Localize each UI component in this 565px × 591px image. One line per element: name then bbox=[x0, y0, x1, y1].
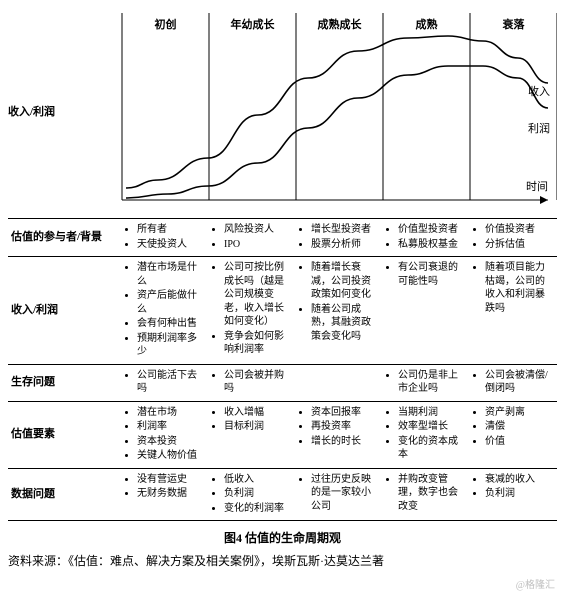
list-item: 当期利润 bbox=[398, 406, 467, 420]
list-item: 价值投资者 bbox=[485, 223, 554, 237]
list-item: 价值型投资者 bbox=[398, 223, 467, 237]
list-item: 公司会被清偿/倒闭吗 bbox=[485, 369, 554, 396]
list-item: 公司可按比例成长吗（越是公司规模变老，收入增长如何变化） bbox=[224, 261, 293, 329]
list-item: 没有营运史 bbox=[137, 473, 206, 487]
table-cell: 公司会被清偿/倒闭吗 bbox=[470, 364, 557, 401]
table-cell bbox=[296, 364, 383, 401]
table-cell: 公司仍是非上市企业吗 bbox=[383, 364, 470, 401]
row-header: 估值要素 bbox=[8, 401, 122, 468]
list-item: 效率型增长 bbox=[398, 420, 467, 434]
table-cell: 增长型投资者股票分析师 bbox=[296, 219, 383, 257]
list-item: 资本回报率 bbox=[311, 406, 380, 420]
list-item: 清偿 bbox=[485, 420, 554, 434]
table-cell: 收入增幅目标利润 bbox=[209, 401, 296, 468]
list-item: 随着增长衰减，公司投资政策如何变化 bbox=[311, 261, 380, 302]
figure-source: 资料来源：《估值：难点、解决方案及相关案例》，埃斯瓦斯·达莫达兰著 bbox=[8, 552, 557, 569]
table-cell: 随着增长衰减，公司投资政策如何变化随着公司成熟，其融资政策会变化吗 bbox=[296, 257, 383, 365]
list-item: 关键人物价值 bbox=[137, 449, 206, 463]
list-item: 风险投资人 bbox=[224, 223, 293, 237]
list-item: 增长型投资者 bbox=[311, 223, 380, 237]
list-item: 并购改变管理，数字也会改变 bbox=[398, 473, 467, 514]
list-item: 衰减的收入 bbox=[485, 473, 554, 487]
list-item: 过往历史反映的是一家较小公司 bbox=[311, 473, 380, 514]
table-cell: 公司能活下去吗 bbox=[122, 364, 209, 401]
stage-header: 衰落 bbox=[470, 16, 557, 32]
list-item: 潜在市场是什么 bbox=[137, 261, 206, 288]
list-item: 负利润 bbox=[485, 487, 554, 501]
x-axis-label: 时间 bbox=[526, 178, 548, 194]
stage-header: 年幼成长 bbox=[209, 16, 296, 32]
row-header: 收入/利润 bbox=[8, 257, 122, 365]
list-item: 再投资率 bbox=[311, 420, 380, 434]
watermark: @格隆汇 bbox=[516, 576, 555, 591]
list-item: 潜在市场 bbox=[137, 406, 206, 420]
table-cell: 公司可按比例成长吗（越是公司规模变老，收入增长如何变化）竞争会如何影响利润率 bbox=[209, 257, 296, 365]
list-item: 竞争会如何影响利润率 bbox=[224, 330, 293, 357]
curve-label-profit: 利润 bbox=[528, 120, 550, 136]
list-item: 随着公司成熟，其融资政策会变化吗 bbox=[311, 303, 380, 344]
table-cell: 价值投资者分拆估值 bbox=[470, 219, 557, 257]
lifecycle-chart: 收入/利润 初创年幼成长成熟成长成熟衰落 收入 利润 时间 bbox=[8, 8, 557, 218]
list-item: 利润率 bbox=[137, 420, 206, 434]
figure-caption: 图4 估值的生命周期观 bbox=[8, 529, 557, 546]
list-item: 收入增幅 bbox=[224, 406, 293, 420]
table-cell: 随着项目能力枯竭，公司的收入和利润暴跌吗 bbox=[470, 257, 557, 365]
list-item: 所有者 bbox=[137, 223, 206, 237]
stage-header: 初创 bbox=[122, 16, 209, 32]
table-row: 生存问题公司能活下去吗公司会被并购吗 公司仍是非上市企业吗公司会被清偿/倒闭吗 bbox=[8, 364, 557, 401]
list-item: 公司能活下去吗 bbox=[137, 369, 206, 396]
list-item: 资本投资 bbox=[137, 435, 206, 449]
list-item: 价值 bbox=[485, 435, 554, 449]
list-item: 分拆估值 bbox=[485, 238, 554, 252]
list-item: 私募股权基金 bbox=[398, 238, 467, 252]
list-item: 增长的时长 bbox=[311, 435, 380, 449]
list-item: 公司会被并购吗 bbox=[224, 369, 293, 396]
list-item: 资产后能做什么 bbox=[137, 289, 206, 316]
table-cell: 有公司衰退的可能性吗 bbox=[383, 257, 470, 365]
list-item: IPO bbox=[224, 238, 293, 252]
list-item: 公司仍是非上市企业吗 bbox=[398, 369, 467, 396]
table-cell: 潜在市场利润率资本投资关键人物价值 bbox=[122, 401, 209, 468]
figure-wrap: 收入/利润 初创年幼成长成熟成长成熟衰落 收入 利润 时间 估值的参与者/背景所… bbox=[8, 8, 557, 569]
list-item: 目标利润 bbox=[224, 420, 293, 434]
table-row: 收入/利润潜在市场是什么资产后能做什么会有何种出售预期利润率多少公司可按比例成长… bbox=[8, 257, 557, 365]
list-item: 随着项目能力枯竭，公司的收入和利润暴跌吗 bbox=[485, 261, 554, 315]
list-item: 变化的资本成本 bbox=[398, 435, 467, 462]
stage-header: 成熟成长 bbox=[296, 16, 383, 32]
table-row: 估值要素潜在市场利润率资本投资关键人物价值收入增幅目标利润资本回报率再投资率增长… bbox=[8, 401, 557, 468]
table-cell: 资本回报率再投资率增长的时长 bbox=[296, 401, 383, 468]
lifecycle-table: 估值的参与者/背景所有者天使投资人风险投资人IPO增长型投资者股票分析师价值型投… bbox=[8, 218, 557, 521]
table-cell: 资产剥离清偿价值 bbox=[470, 401, 557, 468]
table-cell: 所有者天使投资人 bbox=[122, 219, 209, 257]
row-header: 生存问题 bbox=[8, 364, 122, 401]
table-row: 估值的参与者/背景所有者天使投资人风险投资人IPO增长型投资者股票分析师价值型投… bbox=[8, 219, 557, 257]
list-item: 会有何种出售 bbox=[137, 317, 206, 331]
list-item: 无财务数据 bbox=[137, 487, 206, 501]
list-item: 天使投资人 bbox=[137, 238, 206, 252]
row-header: 估值的参与者/背景 bbox=[8, 219, 122, 257]
list-item: 股票分析师 bbox=[311, 238, 380, 252]
list-item: 预期利润率多少 bbox=[137, 332, 206, 359]
table-cell: 风险投资人IPO bbox=[209, 219, 296, 257]
table-cell: 价值型投资者私募股权基金 bbox=[383, 219, 470, 257]
table-cell: 潜在市场是什么资产后能做什么会有何种出售预期利润率多少 bbox=[122, 257, 209, 365]
stage-header: 成熟 bbox=[383, 16, 470, 32]
table-cell: 当期利润效率型增长变化的资本成本 bbox=[383, 401, 470, 468]
list-item: 负利润 bbox=[224, 487, 293, 501]
list-item: 资产剥离 bbox=[485, 406, 554, 420]
table-cell: 公司会被并购吗 bbox=[209, 364, 296, 401]
list-item: 有公司衰退的可能性吗 bbox=[398, 261, 467, 288]
curve-label-revenue: 收入 bbox=[528, 83, 550, 99]
chart-svg bbox=[8, 8, 557, 218]
list-item: 低收入 bbox=[224, 473, 293, 487]
